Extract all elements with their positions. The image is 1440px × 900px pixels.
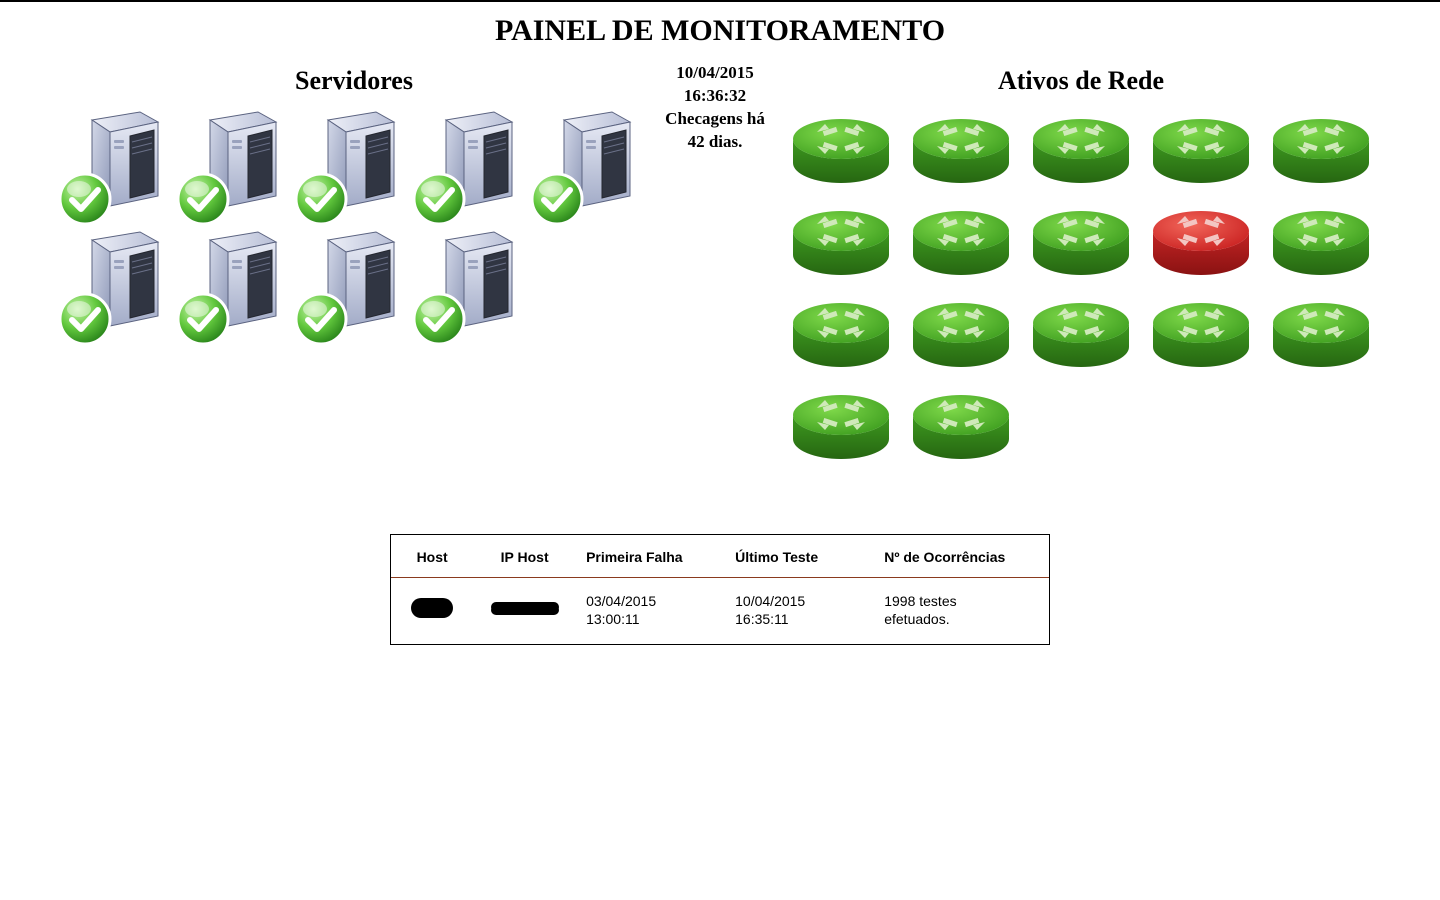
network-device-ok[interactable] xyxy=(902,200,1020,280)
router-icon xyxy=(785,109,897,187)
router-icon xyxy=(1145,109,1257,187)
col-host: Host xyxy=(391,535,473,578)
status-ok-icon xyxy=(412,172,466,226)
cell-first-fail: 03/04/201513:00:11 xyxy=(576,578,725,645)
network-title: Ativos de Rede xyxy=(998,66,1164,96)
router-icon xyxy=(785,201,897,279)
network-device-ok[interactable] xyxy=(1022,200,1140,280)
network-device-ok[interactable] xyxy=(1142,292,1260,372)
router-icon xyxy=(1265,109,1377,187)
server-item[interactable] xyxy=(296,228,412,344)
network-device-ok[interactable] xyxy=(1262,200,1380,280)
status-ok-icon xyxy=(294,172,348,226)
network-grid xyxy=(782,108,1380,464)
router-icon xyxy=(785,293,897,371)
router-icon xyxy=(905,385,1017,463)
router-icon xyxy=(785,385,897,463)
server-item[interactable] xyxy=(60,108,176,224)
network-column: Ativos de Rede xyxy=(782,66,1380,464)
network-device-fail[interactable] xyxy=(1142,200,1260,280)
failures-table-container: Host IP Host Primeira Falha Último Teste… xyxy=(390,534,1050,645)
check-age-text: Checagens há 42 dias. xyxy=(658,108,772,154)
status-ok-icon xyxy=(176,172,230,226)
table-header-row: Host IP Host Primeira Falha Último Teste… xyxy=(391,535,1049,578)
network-device-ok[interactable] xyxy=(1142,108,1260,188)
router-icon xyxy=(1265,293,1377,371)
router-icon xyxy=(905,293,1017,371)
network-device-ok[interactable] xyxy=(782,384,900,464)
servers-title: Servidores xyxy=(295,66,413,96)
network-device-ok[interactable] xyxy=(902,384,1020,464)
network-device-ok[interactable] xyxy=(1262,292,1380,372)
network-device-ok[interactable] xyxy=(1022,108,1140,188)
server-item[interactable] xyxy=(178,108,294,224)
network-device-ok[interactable] xyxy=(782,200,900,280)
network-device-ok[interactable] xyxy=(782,108,900,188)
col-last-test: Último Teste xyxy=(725,535,874,578)
servers-column: Servidores xyxy=(60,66,648,344)
server-item[interactable] xyxy=(60,228,176,344)
router-icon xyxy=(905,201,1017,279)
network-device-ok[interactable] xyxy=(782,292,900,372)
status-ok-icon xyxy=(530,172,584,226)
top-divider xyxy=(0,0,1440,2)
server-item[interactable] xyxy=(414,228,530,344)
cell-last-test: 10/04/201516:35:11 xyxy=(725,578,874,645)
server-item[interactable] xyxy=(414,108,530,224)
network-device-ok[interactable] xyxy=(902,292,1020,372)
table-row: 03/04/201513:00:11 10/04/201516:35:11 19… xyxy=(391,578,1049,645)
network-device-ok[interactable] xyxy=(1262,108,1380,188)
cell-occurrences: 1998 testesefetuados. xyxy=(874,578,1049,645)
router-icon xyxy=(1145,293,1257,371)
col-first-fail: Primeira Falha xyxy=(576,535,725,578)
col-occurrences: Nº de Ocorrências xyxy=(874,535,1049,578)
center-info: 10/04/2015 16:36:32 Checagens há 42 dias… xyxy=(658,62,772,154)
cell-host xyxy=(391,578,473,645)
failures-table: Host IP Host Primeira Falha Último Teste… xyxy=(391,535,1049,644)
redacted-host xyxy=(411,598,453,618)
server-item[interactable] xyxy=(178,228,294,344)
router-icon xyxy=(1145,201,1257,279)
dashboard-columns: Servidores xyxy=(0,66,1440,464)
status-ok-icon xyxy=(176,292,230,346)
router-icon xyxy=(1025,109,1137,187)
servers-grid xyxy=(60,108,648,344)
router-icon xyxy=(1265,201,1377,279)
status-ok-icon xyxy=(58,172,112,226)
router-icon xyxy=(1025,293,1137,371)
server-item[interactable] xyxy=(532,108,648,224)
timestamp-text: 10/04/2015 16:36:32 xyxy=(658,62,772,108)
cell-ip xyxy=(473,578,576,645)
status-ok-icon xyxy=(294,292,348,346)
server-item[interactable] xyxy=(296,108,412,224)
redacted-ip xyxy=(491,605,559,615)
status-ok-icon xyxy=(58,292,112,346)
network-device-ok[interactable] xyxy=(902,108,1020,188)
router-icon xyxy=(905,109,1017,187)
col-ip: IP Host xyxy=(473,535,576,578)
page-title: PAINEL DE MONITORAMENTO xyxy=(0,14,1440,48)
network-device-ok[interactable] xyxy=(1022,292,1140,372)
status-ok-icon xyxy=(412,292,466,346)
router-icon xyxy=(1025,201,1137,279)
